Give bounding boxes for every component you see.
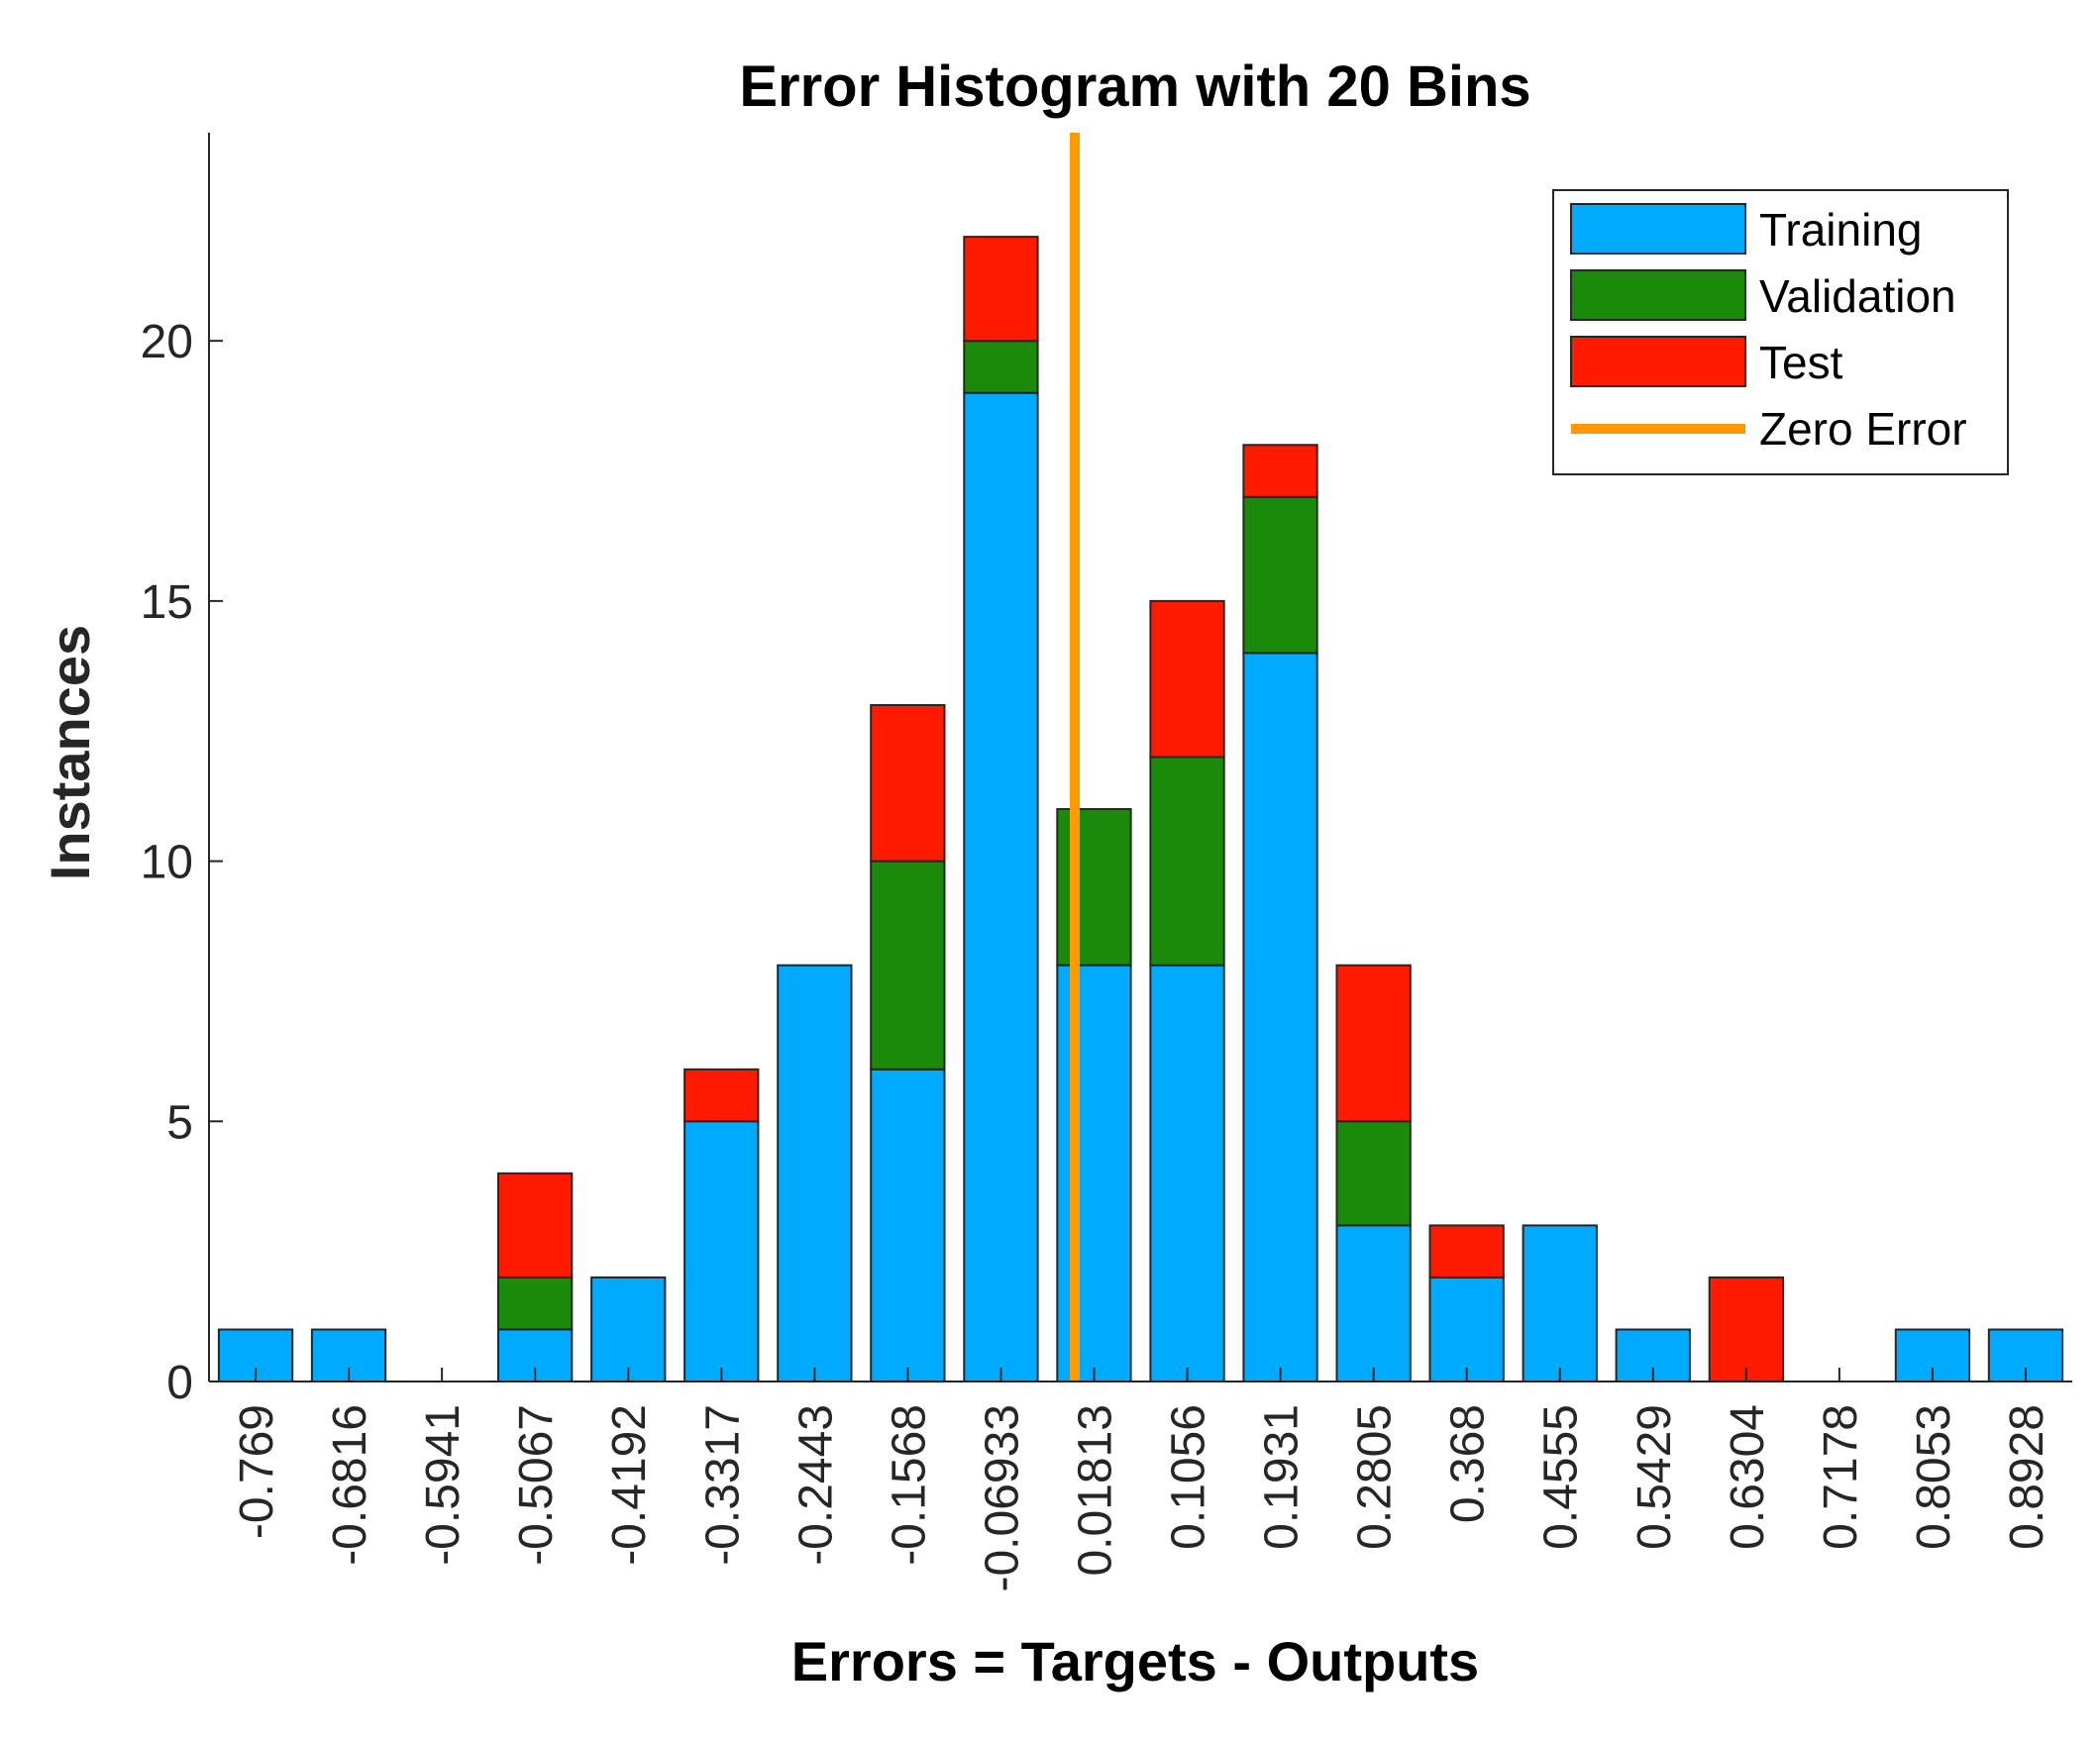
bar-test-13 [1428, 1224, 1505, 1279]
legend-label-test: Test [1759, 337, 1843, 388]
legend-swatch-test [1570, 336, 1746, 387]
bar-test-10 [1149, 599, 1225, 759]
bar-training-8 [963, 391, 1039, 1382]
bar-training-4 [590, 1276, 667, 1383]
x-tick-label-5: -0.3317 [696, 1404, 749, 1566]
x-tick-label-2: -0.5941 [417, 1404, 470, 1566]
x-tick-label-15: 0.5429 [1628, 1404, 1681, 1550]
legend-label-training: Training [1759, 204, 1922, 256]
legend-swatch-training [1570, 203, 1746, 255]
bar-test-8 [963, 236, 1039, 343]
x-tick-label-3: -0.5067 [510, 1404, 563, 1566]
bar-test-11 [1242, 444, 1318, 498]
legend-label-validation: Validation [1759, 270, 1956, 322]
bar-training-14 [1522, 1224, 1598, 1383]
bar-training-5 [683, 1120, 760, 1383]
bar-test-16 [1708, 1276, 1784, 1383]
y-tick-label-10: 10 [141, 837, 193, 889]
x-tick-label-14: 0.4555 [1535, 1404, 1588, 1550]
x-tick-label-16: 0.6304 [1722, 1404, 1774, 1550]
y-tick-label-0: 0 [166, 1357, 193, 1409]
x-tick-label-4: -0.4192 [603, 1404, 656, 1566]
bar-validation-11 [1242, 495, 1318, 655]
bar-test-3 [497, 1172, 574, 1279]
x-tick-label-12: 0.2805 [1349, 1404, 1402, 1550]
legend-label-zero-error: Zero Error [1759, 403, 1967, 455]
x-tick-label-11: 0.1931 [1256, 1404, 1309, 1550]
bar-validation-10 [1149, 756, 1225, 967]
x-tick-label-19: 0.8928 [2001, 1404, 2053, 1550]
bar-validation-9 [1056, 808, 1132, 967]
y-axis-label: Instances [39, 625, 101, 880]
x-tick-label-7: -0.1568 [883, 1404, 935, 1566]
chart-title: Error Histogram with 20 Bins [739, 54, 1530, 119]
bar-validation-12 [1335, 1120, 1412, 1227]
bar-test-5 [683, 1068, 760, 1123]
bar-training-13 [1428, 1276, 1505, 1383]
x-tick-label-17: 0.7178 [1815, 1404, 1867, 1550]
x-tick-label-13: 0.368 [1442, 1404, 1495, 1523]
bar-training-9 [1056, 964, 1132, 1382]
bar-validation-7 [870, 860, 946, 1071]
x-tick-label-1: -0.6816 [324, 1404, 376, 1566]
x-tick-label-18: 0.8053 [1908, 1404, 1960, 1550]
bar-training-12 [1335, 1224, 1412, 1383]
bar-training-11 [1242, 652, 1318, 1382]
bar-validation-8 [963, 340, 1039, 394]
x-tick-label-0: -0.769 [231, 1404, 283, 1539]
x-axis-label: Errors = Targets - Outputs [791, 1630, 1479, 1692]
bar-training-6 [777, 964, 853, 1382]
bar-validation-3 [497, 1276, 574, 1331]
y-tick-label-15: 15 [141, 576, 193, 629]
legend-swatch-validation [1570, 269, 1746, 321]
bar-test-7 [870, 704, 946, 863]
bars-layer [217, 236, 2064, 1383]
x-tick-label-10: 0.1056 [1163, 1404, 1215, 1550]
x-tick-label-8: -0.06933 [976, 1404, 1028, 1592]
bar-test-12 [1335, 964, 1412, 1123]
y-tick-label-5: 5 [166, 1096, 193, 1149]
bar-training-7 [870, 1068, 946, 1383]
axes-layer: 0 5 10 15 20 -0.769 -0.6816 -0.5941 -0.5067 -0.41… [141, 133, 2072, 1592]
x-tick-label-6: -0.2443 [789, 1404, 842, 1566]
bar-training-10 [1149, 964, 1225, 1382]
y-tick-label-20: 20 [141, 316, 193, 368]
x-tick-label-9: 0.01813 [1070, 1404, 1122, 1577]
legend: Training Validation Test Zero Error [1552, 189, 2009, 475]
